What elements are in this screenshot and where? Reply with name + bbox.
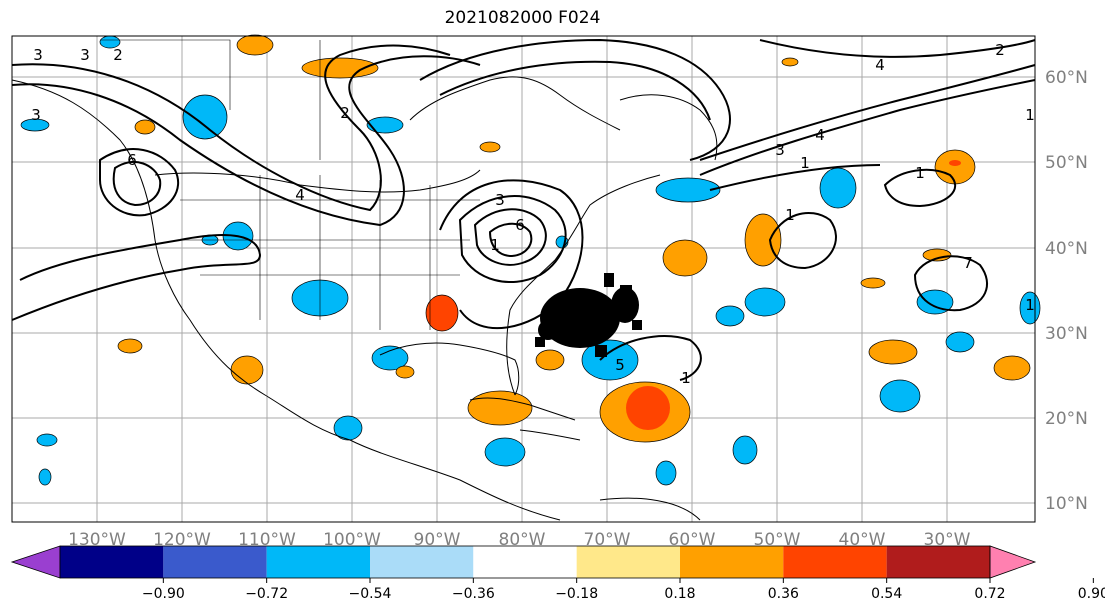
longitude-label: 40°W <box>839 530 886 550</box>
contour-label: 2 <box>340 104 350 122</box>
contour-label: 6 <box>127 151 137 169</box>
latitude-label: 30°N <box>1045 324 1088 344</box>
longitude-label: 70°W <box>584 530 631 550</box>
colorbar-tick-label: −0.90 <box>142 586 185 602</box>
longitude-label: 130°W <box>68 530 126 550</box>
shaded-field <box>20 34 1041 486</box>
contour-label: 1 <box>785 206 795 224</box>
colorbar-segment <box>473 546 577 578</box>
latitude-label: 10°N <box>1045 494 1088 514</box>
contour-label: 1 <box>1025 296 1035 314</box>
colorbar-extend-max <box>989 545 1037 579</box>
contour-label: 4 <box>295 186 305 204</box>
colorbar-tick-label: −0.54 <box>349 586 392 602</box>
colorbar-tick-label: 0.18 <box>664 586 695 602</box>
colorbar-tick-label: −0.36 <box>452 586 495 602</box>
longitude-label: 120°W <box>153 530 211 550</box>
colorbar-segment <box>576 546 680 578</box>
contour-lines <box>11 38 1036 381</box>
colorbar-segment <box>680 546 784 578</box>
latitude-label: 60°N <box>1045 68 1088 88</box>
colorbar-tick-label: 0.72 <box>974 586 1005 602</box>
colorbar-tick-label: 0.90 <box>1078 586 1105 602</box>
longitude-label: 80°W <box>499 530 546 550</box>
contour-label: 4 <box>875 56 885 74</box>
contour-label: 1 <box>1025 106 1035 124</box>
latitude-label: 40°N <box>1045 239 1088 259</box>
colorbar-tick-label: −0.18 <box>555 586 598 602</box>
longitude-label: 110°W <box>238 530 296 550</box>
longitude-label: 60°W <box>669 530 716 550</box>
colorbar-tick-label: 0.54 <box>871 586 902 602</box>
coastlines <box>11 76 718 521</box>
colorbar-segments <box>10 545 1037 579</box>
latitude-label: 50°N <box>1045 153 1088 173</box>
colorbar-tick-label: −0.72 <box>245 586 288 602</box>
colorbar-extend-min <box>10 545 61 579</box>
map-frame <box>11 35 1036 523</box>
colorbar-tick-label: 0.36 <box>768 586 799 602</box>
colorbar-frame <box>59 545 991 579</box>
longitude-label: 30°W <box>924 530 971 550</box>
longitude-label: 100°W <box>323 530 381 550</box>
colorbar-segment <box>783 546 887 578</box>
contour-label: 5 <box>615 356 625 374</box>
contour-label: 6 <box>515 216 525 234</box>
contour-label: 2 <box>995 41 1005 59</box>
colorbar-segment <box>163 546 267 578</box>
contour-label: 1 <box>800 154 810 172</box>
colorbar-segment <box>266 546 370 578</box>
colorbar-segment <box>60 546 164 578</box>
contour-label: 2 <box>113 46 123 64</box>
contour-label: 7 <box>963 254 973 272</box>
colorbar-segment <box>886 546 990 578</box>
colorbar-ticks: −0.90 −0.72 −0.54 −0.36 −0.18 0.18 0.36 0.54 0.7… <box>142 578 1105 602</box>
colorbar-segment <box>370 546 474 578</box>
latitude-label: 20°N <box>1045 409 1088 429</box>
contour-label: 4 <box>815 126 825 144</box>
longitude-label: 90°W <box>414 530 461 550</box>
contour-label: 1 <box>915 164 925 182</box>
state-boundaries <box>100 39 480 330</box>
contour-label: 1 <box>681 369 691 387</box>
contour-label: 3 <box>495 191 505 209</box>
chart-title: 2021082000 F024 <box>444 8 601 28</box>
contour-label: 3 <box>775 141 785 159</box>
contour-label: 3 <box>31 106 41 124</box>
contour-label: 3 <box>33 46 43 64</box>
contour-label: 1 <box>490 236 500 254</box>
contour-label: 3 <box>80 46 90 64</box>
longitude-label: 50°W <box>754 530 801 550</box>
longitude-labels: 130°W 120°W 110°W 100°W 90°W 80°W 70°W 60°W 50°W… <box>68 530 971 550</box>
stipple-cluster <box>535 273 642 357</box>
latitude-labels: 60°N 50°N 40°N 30°N 20°N 10°N <box>1045 68 1088 514</box>
